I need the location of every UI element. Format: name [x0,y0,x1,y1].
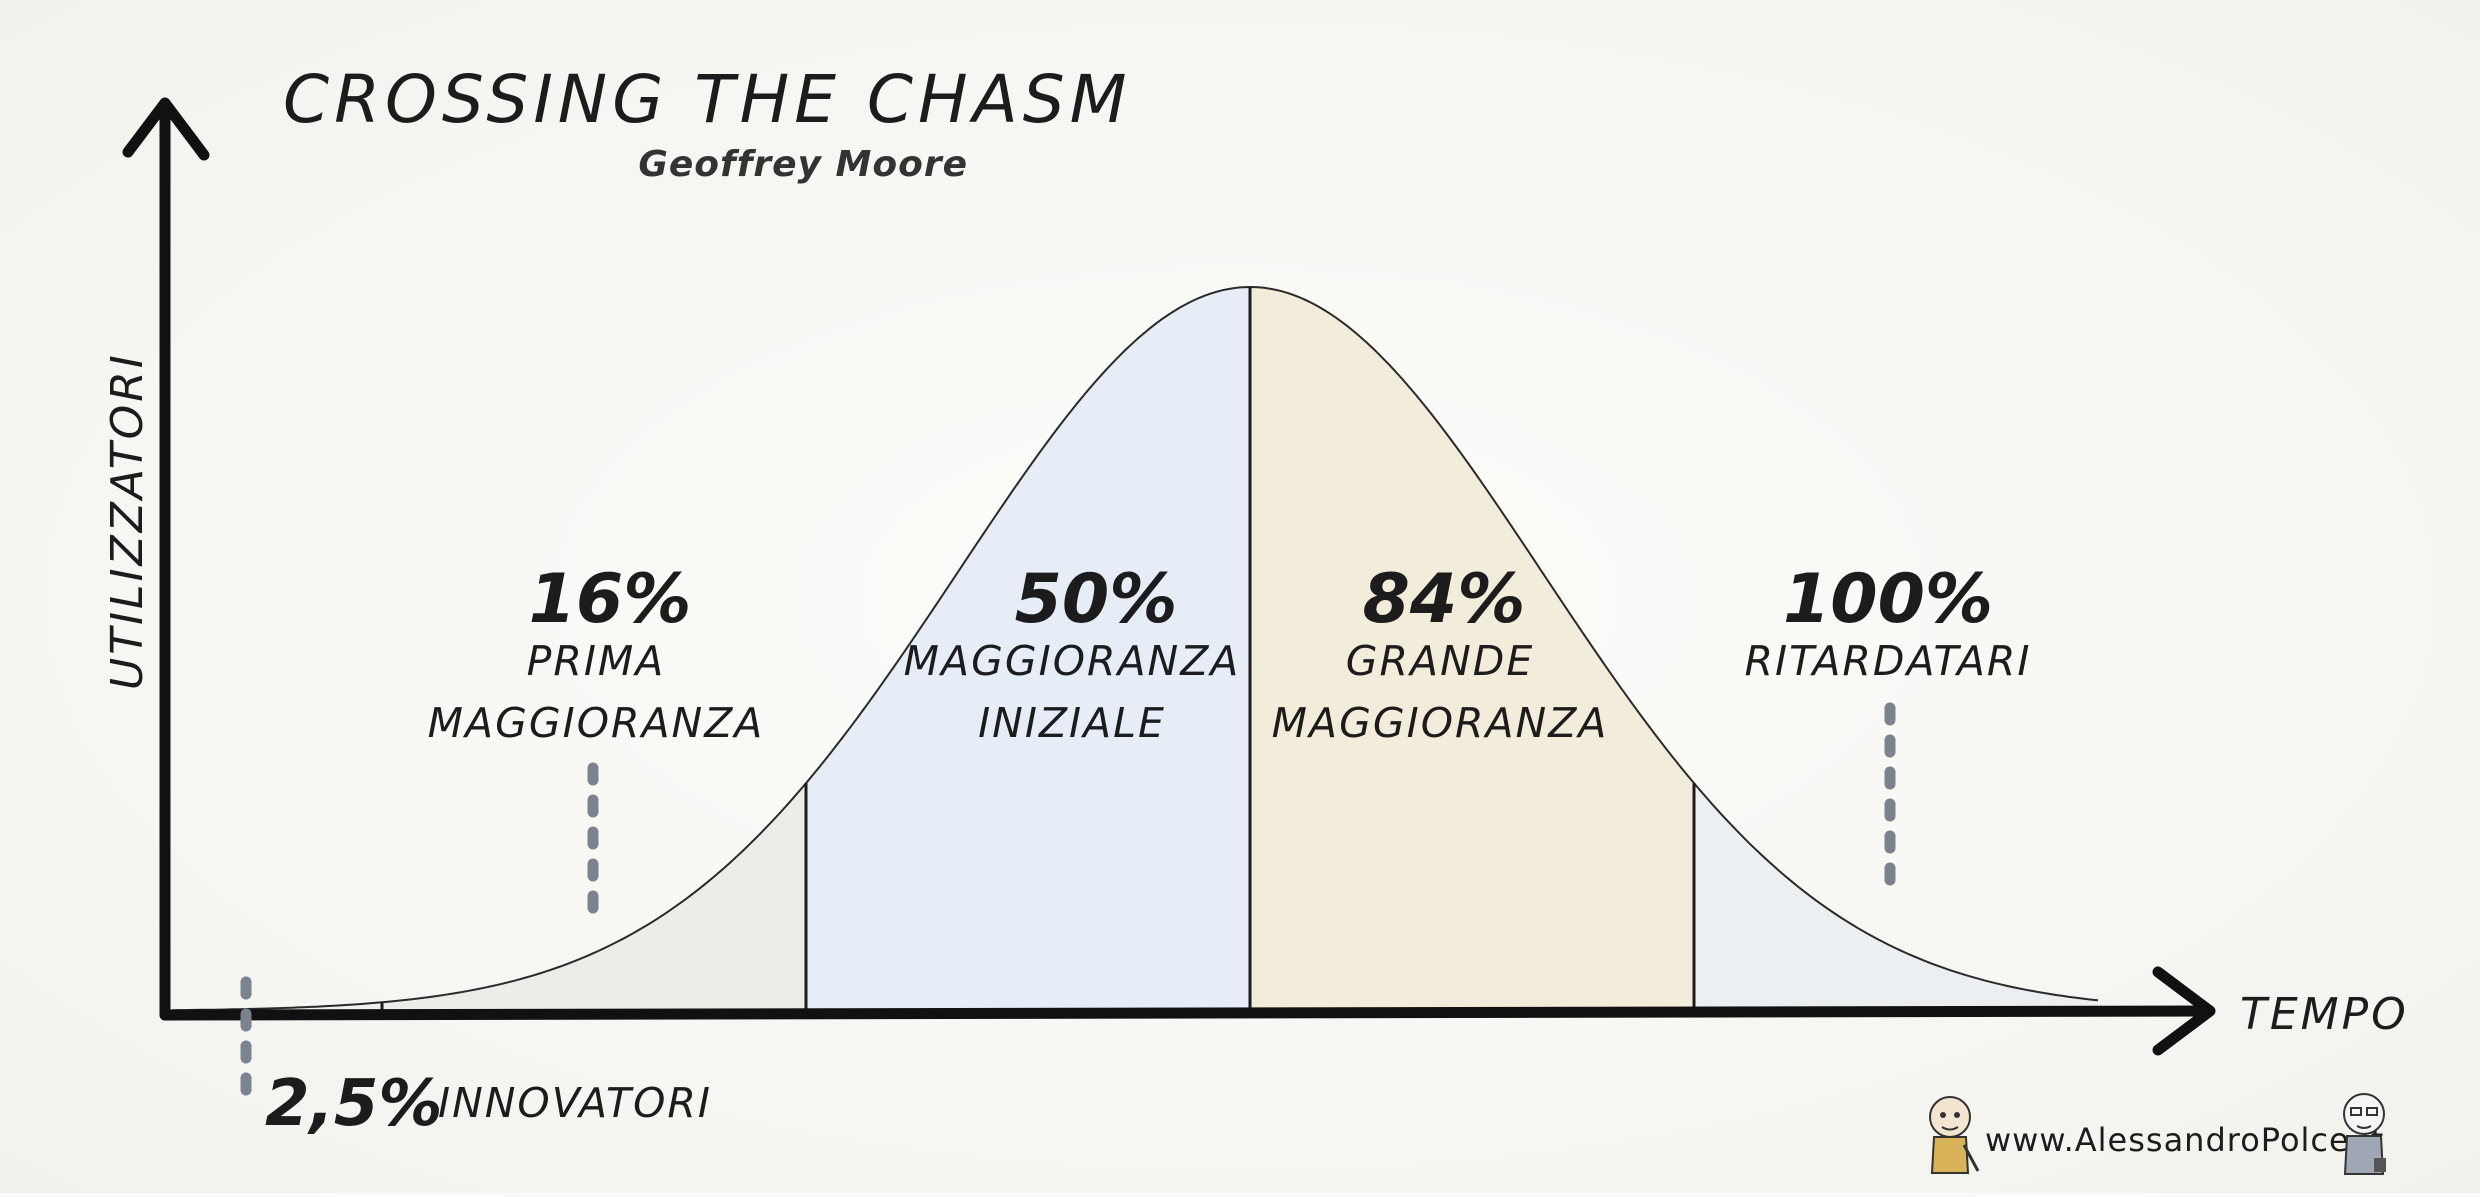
segment-percent-maggioranza-iniziale: 50% [1015,560,1178,639]
segment-dividers [380,287,1696,1011]
bell-curve [171,285,2099,1012]
y-axis-arrow-icon [122,97,210,161]
axes [122,97,2216,1056]
segment-percent-ritardatari: 100% [1783,560,1993,639]
segment-percent-innovatori: 2,5% [265,1067,443,1141]
x-axis-arrow-icon [2152,966,2216,1056]
diagram-title: CROSSING THE CHASM [283,61,1132,138]
segment-label-line1: MAGGIORANZA [904,637,1241,685]
segment-percent-prima-maggioranza: 16% [529,560,692,639]
segment-label-line2: INIZIALE [978,699,1166,747]
segment-label-line1: GRANDE [1346,637,1534,685]
segment-label-line2: MAGGIORANZA [1272,699,1609,747]
segment-label-line2: MAGGIORANZA [428,699,765,747]
y-axis-label: UTILIZZATORI [102,352,153,690]
diagram-subtitle: Geoffrey Moore [638,144,968,185]
website-link[interactable]: www.AlessandroPolce.it [1985,1121,2384,1159]
dash-markers [240,702,1896,1096]
segment-label-line1: PRIMA [527,637,666,685]
avatar-right-icon [2343,1093,2386,1175]
avatar-left-icon [1929,1096,1980,1174]
segment-percent-grande-maggioranza: 84% [1363,560,1526,639]
footer-logo: www.AlessandroPolce.it [1929,1093,2386,1175]
segment-label-innovatori: INNOVATORI [438,1079,712,1127]
x-axis-line [159,1005,2211,1021]
x-axis-label: TEMPO [2240,989,2409,1040]
segment-label-line1: RITARDATARI [1745,637,2032,685]
